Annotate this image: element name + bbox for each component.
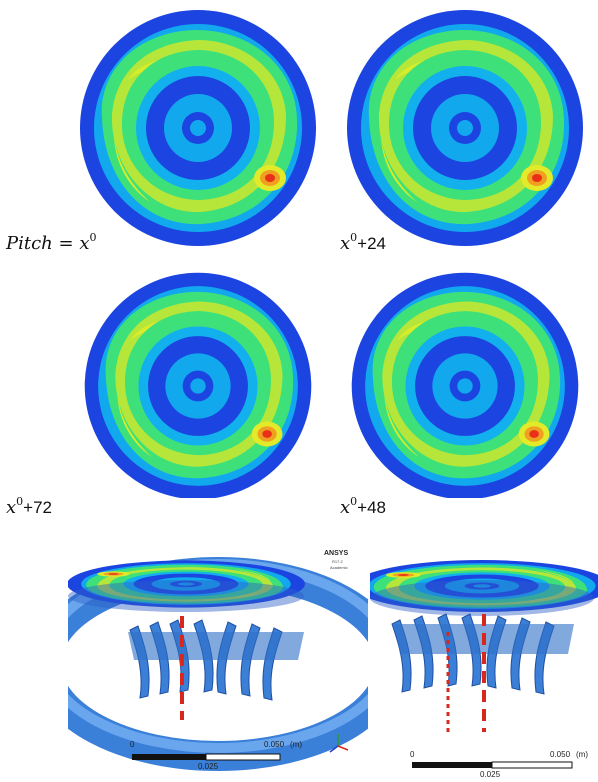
ansys-edition: Academic <box>330 565 348 570</box>
contour-plot <box>80 10 316 246</box>
scale-bar-black <box>412 762 492 768</box>
contour-plot <box>84 272 312 498</box>
ansys-logo: ANSYS <box>324 550 349 557</box>
contour-panel-x0-plus-24 <box>330 0 598 260</box>
label-pitch: Pitch = x0 <box>6 231 97 254</box>
scale-bar-white <box>205 753 281 761</box>
turbine-blades <box>128 619 304 701</box>
turbine-rotor-view: 0 0.050 (m) 0.025 <box>370 536 598 782</box>
contour-plot <box>347 10 583 246</box>
label-x0-plus-48: x0+48 <box>340 495 386 518</box>
scale-bar-white <box>491 761 573 769</box>
turbine-rotor-render <box>370 560 598 769</box>
contour-panel-x0-plus-72 <box>68 268 338 498</box>
turbine-volute-render <box>68 557 368 771</box>
xyz-axis-triad-icon <box>329 734 349 753</box>
scale-label-unit: (m) <box>290 740 302 749</box>
scale-label-zero: 0 <box>130 740 135 749</box>
contour-plot <box>351 272 579 498</box>
label-x0-plus-72: x0+72 <box>6 495 52 518</box>
scale-label-unit: (m) <box>576 750 588 759</box>
turbine-volute-view: ANSYS R17.2 Academic 0 0.050 (m) 0.025 <box>68 536 368 782</box>
ansys-version: R17.2 <box>332 559 343 564</box>
scale-bar-black <box>132 754 206 760</box>
scale-label-mid: 0.025 <box>198 762 219 771</box>
scale-label-mid: 0.025 <box>480 770 501 779</box>
scale-label-max: 0.050 <box>264 740 285 749</box>
scale-label-zero: 0 <box>410 750 415 759</box>
scale-label-max: 0.050 <box>550 750 571 759</box>
contour-panel-pitch-x0 <box>68 0 338 260</box>
contour-panel-x0-plus-48 <box>330 268 598 498</box>
label-x0-plus-24: x0+24 <box>340 231 386 254</box>
